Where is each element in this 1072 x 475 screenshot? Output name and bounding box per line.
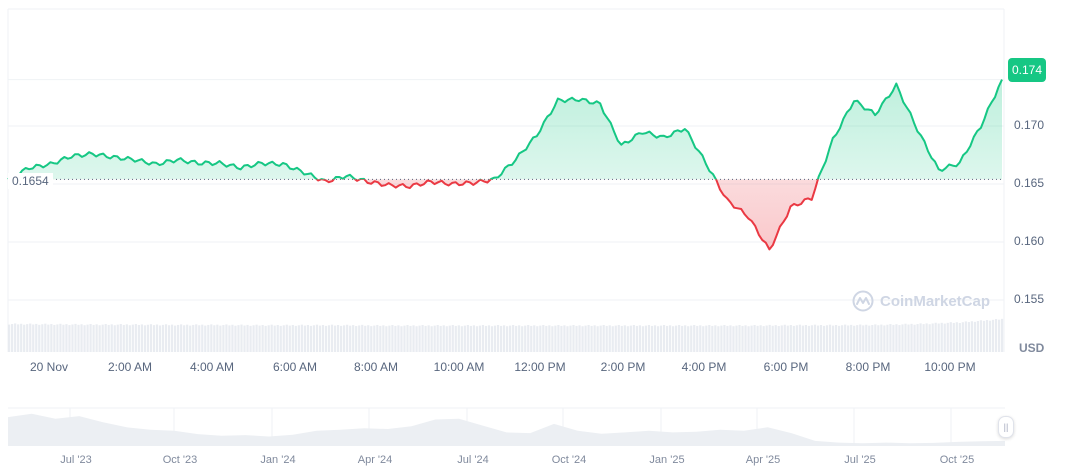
navigator-tick-label: Apr '24 <box>357 454 393 466</box>
x-tick-label: 10:00 AM <box>433 360 485 374</box>
x-tick-label: 20 Nov <box>29 360 69 374</box>
x-tick-label: 2:00 AM <box>107 360 153 374</box>
price-line-up <box>7 79 1003 180</box>
x-tick-label: 4:00 AM <box>189 360 235 374</box>
x-tick-label: 4:00 PM <box>681 360 727 374</box>
x-tick-label: 6:00 AM <box>272 360 318 374</box>
grip-icon: || <box>1003 422 1009 432</box>
y-tick-label: 0.155 <box>1014 292 1045 306</box>
x-tick-label: 12:00 PM <box>514 360 566 374</box>
x-tick-label: 10:00 PM <box>924 360 976 374</box>
price-area-down <box>8 179 818 250</box>
navigator-area <box>8 413 1005 446</box>
navigator-tick-label: Apr '25 <box>745 454 781 466</box>
x-tick-label: 8:00 AM <box>353 360 399 374</box>
navigator-tick-label: Jan '24 <box>260 454 296 466</box>
current-price-badge: 0.174 <box>1008 58 1046 82</box>
navigator-tick-label: Jul '23 <box>60 454 92 466</box>
x-tick-label: 8:00 PM <box>845 360 891 374</box>
y-tick-label: 0.165 <box>1014 176 1045 190</box>
navigator-drag-handle[interactable]: || <box>998 416 1014 438</box>
navigator-tick-label: Jul '24 <box>457 454 489 466</box>
currency-label: USD <box>1019 341 1045 355</box>
navigator-tick-label: Oct '25 <box>939 454 975 466</box>
x-tick-label: 2:00 PM <box>600 360 646 374</box>
y-tick-label: 0.160 <box>1014 234 1045 248</box>
x-tick-label: 6:00 PM <box>763 360 809 374</box>
navigator-tick-label: Jan '25 <box>649 454 685 466</box>
navigator-tick-label: Oct '24 <box>551 454 587 466</box>
coinmarketcap-watermark: CoinMarketCap <box>852 290 990 312</box>
coinmarketcap-logo-icon <box>852 290 874 312</box>
volume-bars <box>8 318 1004 352</box>
watermark-text: CoinMarketCap <box>880 292 991 310</box>
navigator-tick-label: Oct '23 <box>162 454 198 466</box>
navigator-tick-label: Jul '25 <box>844 454 876 466</box>
baseline-price-label: 0.1654 <box>8 173 53 189</box>
y-tick-label: 0.170 <box>1014 118 1045 132</box>
price-area-up <box>8 79 1002 180</box>
